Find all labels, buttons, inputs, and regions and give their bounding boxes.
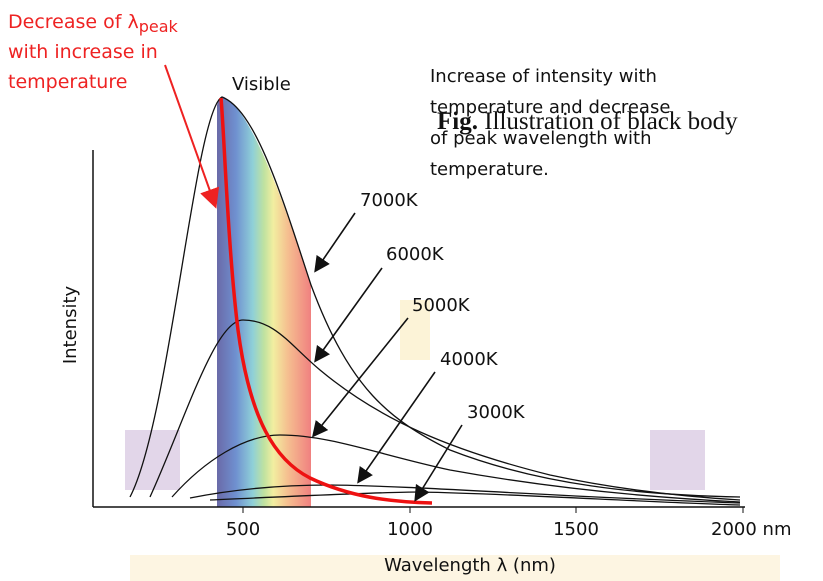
curve-4000k: [189, 484, 741, 504]
curve-label: 5000K: [412, 295, 471, 316]
annotation: Decrease of λpeak: [8, 11, 179, 36]
x-tick-label: 2000 nm: [711, 519, 791, 540]
curve-7000k: [129, 96, 741, 498]
note: temperature.: [430, 159, 549, 180]
visible-label: Visible: [232, 74, 291, 95]
note: temperature and decrease: [430, 97, 670, 118]
note: of peak wavelength with: [430, 128, 652, 149]
arrow: [314, 267, 383, 363]
y-axis-label: Intensity: [60, 285, 81, 364]
red-arrow: [164, 64, 220, 209]
arrow: [414, 424, 463, 502]
x-tick-label: 500: [226, 519, 260, 540]
x-tick-label: 1000: [387, 519, 433, 540]
caption: Fig. Illustration of black body: [437, 108, 738, 135]
annotation: temperature: [8, 71, 127, 93]
curve-5000k: [171, 434, 741, 503]
note: Increase of intensity with: [430, 66, 657, 87]
x-axis-label: Wavelength λ (nm): [384, 555, 556, 576]
curve-6000k: [149, 319, 741, 501]
watermark: [125, 300, 780, 581]
peak-curve: [219, 97, 433, 505]
curve-label: 6000K: [386, 244, 445, 265]
annotation: with increase in: [8, 41, 158, 63]
curve-label: 7000K: [360, 190, 419, 211]
x-tick-label: 1500: [553, 519, 599, 540]
arrow: [357, 371, 436, 484]
curve-label: 4000K: [440, 349, 499, 370]
curve-label: 3000K: [467, 402, 526, 423]
tick-marks: [242, 507, 744, 513]
arrow: [314, 212, 356, 273]
arrow: [311, 317, 409, 438]
